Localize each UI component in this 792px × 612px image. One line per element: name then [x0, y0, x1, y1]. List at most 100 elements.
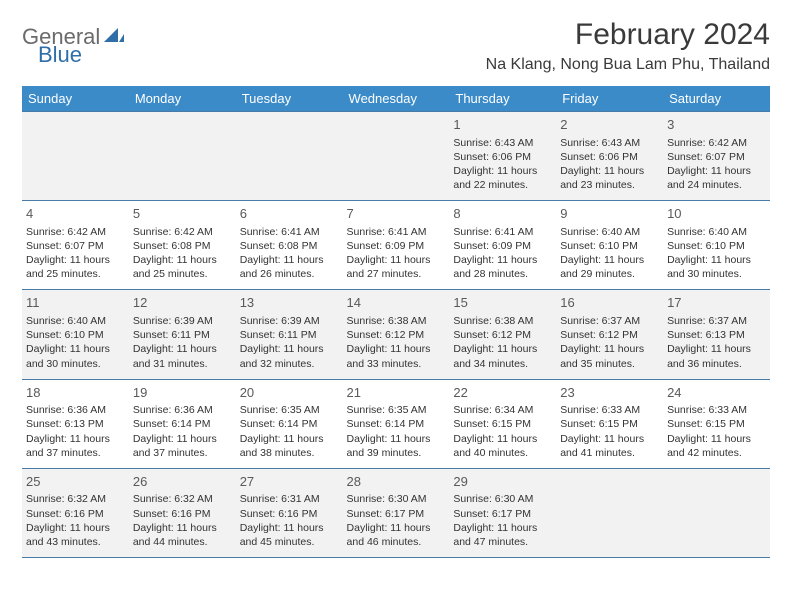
calendar-week-row: 4Sunrise: 6:42 AMSunset: 6:07 PMDaylight…: [22, 201, 770, 290]
day-detail-line: Daylight: 11 hours: [453, 342, 552, 356]
day-detail-line: Daylight: 11 hours: [26, 342, 125, 356]
day-detail-line: and 24 minutes.: [667, 178, 766, 192]
calendar-day-cell: 10Sunrise: 6:40 AMSunset: 6:10 PMDayligh…: [663, 201, 770, 290]
calendar-day-cell: [129, 112, 236, 201]
calendar-day-cell: 26Sunrise: 6:32 AMSunset: 6:16 PMDayligh…: [129, 468, 236, 557]
day-detail-line: Sunrise: 6:32 AM: [133, 492, 232, 506]
day-number: 3: [667, 116, 766, 134]
calendar-day-cell: 25Sunrise: 6:32 AMSunset: 6:16 PMDayligh…: [22, 468, 129, 557]
day-detail-line: Daylight: 11 hours: [240, 432, 339, 446]
day-detail-line: Sunrise: 6:42 AM: [667, 136, 766, 150]
day-detail-line: and 26 minutes.: [240, 267, 339, 281]
day-detail-line: and 35 minutes.: [560, 357, 659, 371]
calendar-day-cell: 18Sunrise: 6:36 AMSunset: 6:13 PMDayligh…: [22, 379, 129, 468]
day-number: 18: [26, 384, 125, 402]
day-detail-line: and 30 minutes.: [667, 267, 766, 281]
calendar-day-cell: 8Sunrise: 6:41 AMSunset: 6:09 PMDaylight…: [449, 201, 556, 290]
calendar-day-cell: 27Sunrise: 6:31 AMSunset: 6:16 PMDayligh…: [236, 468, 343, 557]
day-number: 28: [347, 473, 446, 491]
day-detail-line: Daylight: 11 hours: [347, 253, 446, 267]
day-detail-line: Sunset: 6:16 PM: [240, 507, 339, 521]
day-header: Wednesday: [343, 86, 450, 112]
day-detail-line: and 23 minutes.: [560, 178, 659, 192]
day-number: 6: [240, 205, 339, 223]
day-detail-line: Sunset: 6:17 PM: [453, 507, 552, 521]
day-detail-line: Daylight: 11 hours: [560, 253, 659, 267]
day-detail-line: Daylight: 11 hours: [560, 342, 659, 356]
day-number: 25: [26, 473, 125, 491]
calendar-day-cell: 6Sunrise: 6:41 AMSunset: 6:08 PMDaylight…: [236, 201, 343, 290]
day-detail-line: Daylight: 11 hours: [26, 432, 125, 446]
calendar-day-cell: 29Sunrise: 6:30 AMSunset: 6:17 PMDayligh…: [449, 468, 556, 557]
calendar-day-cell: [22, 112, 129, 201]
day-header-row: Sunday Monday Tuesday Wednesday Thursday…: [22, 86, 770, 112]
day-detail-line: Daylight: 11 hours: [453, 253, 552, 267]
calendar-day-cell: 15Sunrise: 6:38 AMSunset: 6:12 PMDayligh…: [449, 290, 556, 379]
day-detail-line: Sunrise: 6:35 AM: [347, 403, 446, 417]
day-detail-line: and 27 minutes.: [347, 267, 446, 281]
day-detail-line: Sunrise: 6:40 AM: [667, 225, 766, 239]
day-detail-line: Sunset: 6:11 PM: [133, 328, 232, 342]
page-title: February 2024: [486, 18, 770, 52]
day-header: Monday: [129, 86, 236, 112]
day-detail-line: Daylight: 11 hours: [667, 342, 766, 356]
day-number: 29: [453, 473, 552, 491]
calendar-day-cell: 5Sunrise: 6:42 AMSunset: 6:08 PMDaylight…: [129, 201, 236, 290]
day-detail-line: Sunset: 6:13 PM: [26, 417, 125, 431]
day-detail-line: Sunrise: 6:38 AM: [453, 314, 552, 328]
day-detail-line: and 47 minutes.: [453, 535, 552, 549]
day-detail-line: and 44 minutes.: [133, 535, 232, 549]
day-detail-line: Sunrise: 6:30 AM: [347, 492, 446, 506]
calendar-day-cell: 22Sunrise: 6:34 AMSunset: 6:15 PMDayligh…: [449, 379, 556, 468]
calendar-day-cell: 17Sunrise: 6:37 AMSunset: 6:13 PMDayligh…: [663, 290, 770, 379]
day-detail-line: Sunrise: 6:43 AM: [453, 136, 552, 150]
day-detail-line: Sunset: 6:08 PM: [133, 239, 232, 253]
day-detail-line: Sunset: 6:17 PM: [347, 507, 446, 521]
day-detail-line: Sunrise: 6:37 AM: [667, 314, 766, 328]
day-detail-line: Sunset: 6:14 PM: [240, 417, 339, 431]
day-detail-line: Sunrise: 6:33 AM: [667, 403, 766, 417]
day-detail-line: Sunset: 6:09 PM: [453, 239, 552, 253]
calendar-day-cell: 1Sunrise: 6:43 AMSunset: 6:06 PMDaylight…: [449, 112, 556, 201]
day-detail-line: Daylight: 11 hours: [453, 164, 552, 178]
day-detail-line: Sunset: 6:10 PM: [26, 328, 125, 342]
calendar-day-cell: [236, 112, 343, 201]
day-number: 23: [560, 384, 659, 402]
title-block: February 2024 Na Klang, Nong Bua Lam Phu…: [486, 18, 770, 74]
day-detail-line: Sunrise: 6:42 AM: [26, 225, 125, 239]
day-detail-line: Sunset: 6:12 PM: [560, 328, 659, 342]
calendar-day-cell: 28Sunrise: 6:30 AMSunset: 6:17 PMDayligh…: [343, 468, 450, 557]
day-detail-line: Daylight: 11 hours: [240, 253, 339, 267]
day-number: 21: [347, 384, 446, 402]
day-detail-line: and 43 minutes.: [26, 535, 125, 549]
day-number: 19: [133, 384, 232, 402]
calendar-day-cell: 23Sunrise: 6:33 AMSunset: 6:15 PMDayligh…: [556, 379, 663, 468]
day-number: 10: [667, 205, 766, 223]
day-header: Tuesday: [236, 86, 343, 112]
day-detail-line: and 40 minutes.: [453, 446, 552, 460]
day-detail-line: Sunrise: 6:43 AM: [560, 136, 659, 150]
day-detail-line: Daylight: 11 hours: [240, 521, 339, 535]
day-detail-line: Daylight: 11 hours: [667, 432, 766, 446]
day-detail-line: and 37 minutes.: [133, 446, 232, 460]
header: General Blue February 2024 Na Klang, Non…: [22, 18, 770, 74]
day-detail-line: Sunset: 6:09 PM: [347, 239, 446, 253]
day-number: 26: [133, 473, 232, 491]
day-number: 1: [453, 116, 552, 134]
day-detail-line: Sunset: 6:16 PM: [26, 507, 125, 521]
day-number: 12: [133, 294, 232, 312]
calendar-week-row: 1Sunrise: 6:43 AMSunset: 6:06 PMDaylight…: [22, 112, 770, 201]
day-detail-line: Daylight: 11 hours: [240, 342, 339, 356]
day-detail-line: and 29 minutes.: [560, 267, 659, 281]
calendar-day-cell: 16Sunrise: 6:37 AMSunset: 6:12 PMDayligh…: [556, 290, 663, 379]
day-detail-line: and 34 minutes.: [453, 357, 552, 371]
day-detail-line: Daylight: 11 hours: [133, 253, 232, 267]
day-number: 15: [453, 294, 552, 312]
day-detail-line: Sunrise: 6:40 AM: [560, 225, 659, 239]
day-detail-line: Sunset: 6:07 PM: [26, 239, 125, 253]
day-detail-line: Sunrise: 6:32 AM: [26, 492, 125, 506]
day-detail-line: Daylight: 11 hours: [347, 521, 446, 535]
calendar-week-row: 18Sunrise: 6:36 AMSunset: 6:13 PMDayligh…: [22, 379, 770, 468]
day-header: Friday: [556, 86, 663, 112]
day-detail-line: Sunrise: 6:30 AM: [453, 492, 552, 506]
